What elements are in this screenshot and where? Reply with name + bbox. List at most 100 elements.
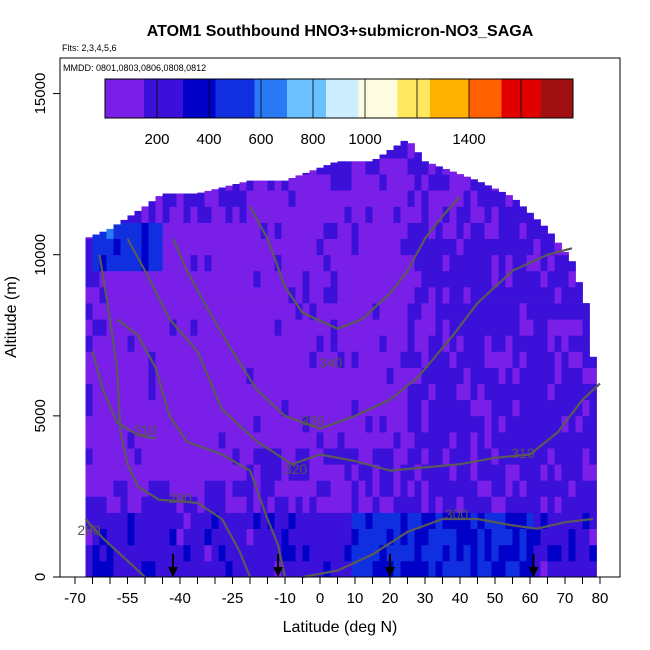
heatmap-cell [225,464,233,481]
heatmap-cell [106,560,114,578]
heatmap-cell [421,415,429,433]
heatmap-cell [456,480,464,497]
heatmap-cell [393,528,401,546]
heatmap-cell [400,383,408,401]
heatmap-cell [85,319,93,336]
y-tick-label: 10000 [32,234,49,276]
heatmap-cell [393,145,401,159]
heatmap-cell [568,544,576,562]
heatmap-cell [302,480,310,497]
heatmap-cell [512,480,520,497]
heatmap-cell [190,367,198,384]
heatmap-cell [463,399,471,417]
heatmap-cell [358,190,366,207]
heatmap-cell [484,319,492,336]
heatmap-cell [379,464,387,481]
heatmap-cell [176,544,184,562]
heatmap-cell [456,286,464,304]
heatmap-cell [211,448,219,465]
heatmap-cell [337,496,345,513]
heatmap-cell [85,383,93,401]
x-tick-label: 10 [347,590,364,607]
x-tick-label: -55 [117,590,139,607]
contour-line-300 [302,517,594,579]
heatmap-cell [155,528,163,546]
heatmap-cell [197,192,205,207]
heatmap-cell [225,270,233,288]
heatmap-cell [127,415,135,433]
heatmap-cell [120,399,128,417]
heatmap-cell [316,560,324,578]
colorbar-swatch [417,79,424,118]
heatmap-cell [330,222,338,239]
heatmap-cell [281,351,289,368]
heatmap-cell [526,351,534,368]
heatmap-cell [267,351,275,368]
heatmap-cell [491,448,499,465]
heatmap-cell [295,448,303,465]
heatmap-cell [533,367,541,384]
heatmap-cell [365,254,373,272]
heatmap-cell [253,319,261,336]
heatmap-cell [190,335,198,352]
heatmap-cell [512,303,520,320]
heatmap-cell [127,351,135,368]
heatmap-cell [533,512,541,529]
heatmap-cell [442,238,450,256]
heatmap-cell [575,367,583,384]
heatmap-cell [253,448,261,465]
heatmap-cell [428,432,436,449]
heatmap-cell [519,270,527,288]
heatmap-cell [526,415,534,433]
heatmap-cell [547,383,555,401]
heatmap-cell [288,512,296,529]
heatmap-cell [288,560,296,578]
heatmap-cell [372,303,380,320]
heatmap-cell [218,415,226,433]
heatmap-cell [554,270,562,288]
heatmap-cell [302,174,310,191]
heatmap-cell [414,351,422,368]
heatmap-cell [92,238,100,256]
heatmap-cell [351,190,359,207]
heatmap-cell [379,560,387,578]
heatmap-cell [407,335,415,352]
heatmap-cell [190,286,198,304]
heatmap-cell [540,496,548,513]
heatmap-cell [477,383,485,401]
heatmap-cell [561,560,569,578]
heatmap-cell [477,367,485,384]
heatmap-cell [568,432,576,449]
heatmap-cell [267,335,275,352]
heatmap-cell [211,560,219,578]
heatmap-cell [512,496,520,513]
heatmap-cell [141,383,149,401]
heatmap-cell [190,206,198,223]
colorbar-swatch [514,79,522,118]
heatmap-cell [211,190,219,207]
heatmap-cell [99,335,107,352]
heatmap-cell [470,319,478,336]
heatmap-cell [456,544,464,562]
heatmap-cell [400,496,408,513]
heatmap-cell [442,496,450,513]
heatmap-cell [274,415,282,433]
heatmap-cell [372,512,380,529]
heatmap-cell [393,254,401,272]
heatmap-cell [169,193,177,207]
heatmap-cell [442,560,450,578]
heatmap-cell [414,464,422,481]
heatmap-cell [477,496,485,513]
heatmap-cell [295,238,303,256]
heatmap-cell [274,270,282,288]
heatmap-cell [197,448,205,465]
heatmap-cell [302,496,310,513]
heatmap-cell [547,415,555,433]
heatmap-cell [421,161,429,175]
heatmap-cell [141,448,149,465]
heatmap-cell [400,480,408,497]
heatmap-cell [554,383,562,401]
heatmap-cell [386,496,394,513]
colorbar-swatch [482,79,489,118]
heatmap-cell [435,190,443,207]
